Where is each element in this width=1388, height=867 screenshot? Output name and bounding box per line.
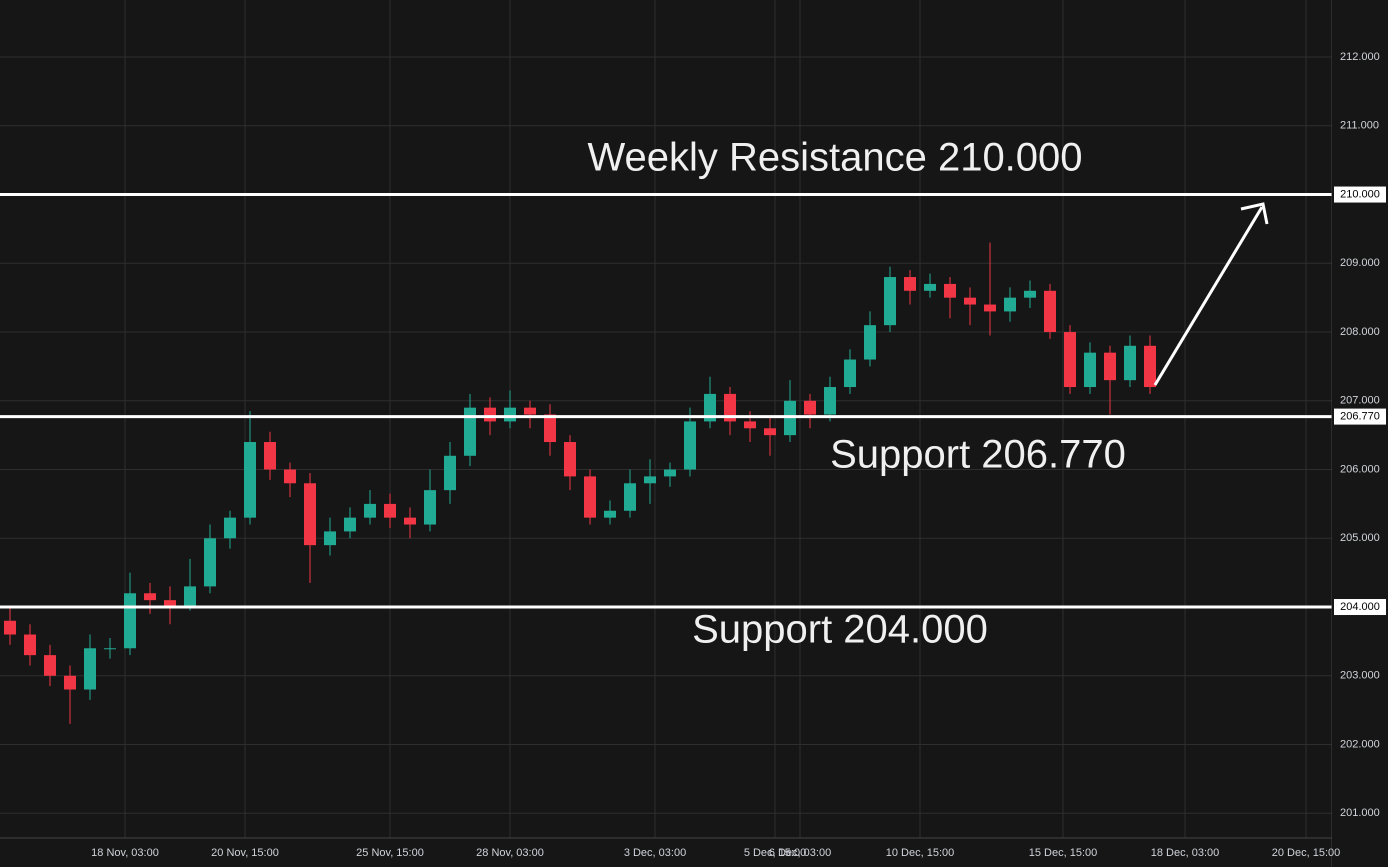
y-tick-label: 211.000 — [1340, 120, 1379, 132]
x-tick-label: 20 Nov, 15:00 — [211, 847, 279, 859]
candle-body — [164, 600, 176, 608]
level-label: 204.000 — [1340, 601, 1380, 613]
candle-body — [684, 421, 696, 470]
candle-body — [304, 483, 316, 546]
annotation: Support 206.770 — [830, 433, 1126, 477]
x-tick-label: 28 Nov, 03:00 — [476, 847, 544, 859]
x-tick-label: 25 Nov, 15:00 — [356, 847, 424, 859]
candle-body — [584, 476, 596, 518]
candle-body — [364, 503, 376, 518]
annotation: Support 204.000 — [692, 608, 988, 652]
candle-body — [64, 675, 76, 690]
x-tick-label: 10 Dec, 15:00 — [886, 847, 955, 859]
candle-body — [564, 442, 576, 477]
candle-body — [664, 469, 676, 477]
candle-body — [744, 421, 756, 429]
candle-body — [464, 407, 476, 456]
candle-body — [1044, 290, 1056, 333]
candle-body — [544, 414, 556, 443]
candle-body — [604, 510, 616, 518]
candle-body — [724, 393, 736, 422]
candle-body — [524, 407, 536, 415]
price-axis-panel — [1332, 0, 1388, 867]
candle-body — [1104, 352, 1116, 381]
candle-body — [184, 586, 196, 608]
arrow-head — [1240, 202, 1269, 225]
x-tick-label: 15 Dec, 15:00 — [1029, 847, 1098, 859]
x-tick-label: 18 Nov, 03:00 — [91, 847, 159, 859]
candle-body — [144, 593, 156, 601]
candle-body — [1084, 352, 1096, 388]
y-tick-label: 205.000 — [1340, 532, 1380, 544]
level-label: 210.000 — [1340, 188, 1380, 200]
candle-body — [964, 297, 976, 305]
x-tick-label: 18 Dec, 03:00 — [1151, 847, 1220, 859]
candle-body — [984, 304, 996, 312]
arrow-line — [1153, 206, 1264, 386]
candle-body — [284, 469, 296, 484]
candle-body — [864, 325, 876, 360]
candle-body — [424, 490, 436, 525]
x-tick-label: 20 Dec, 15:00 — [1272, 847, 1341, 859]
candle-body — [624, 483, 636, 511]
candle-body — [1144, 345, 1156, 388]
candle-body — [1024, 290, 1036, 298]
candle-body — [24, 634, 36, 656]
candle-body — [4, 620, 16, 635]
x-tick-label: 6 Dec, 03:00 — [769, 847, 831, 859]
level-label-box — [1334, 186, 1386, 203]
candle-body — [124, 593, 136, 649]
candle-body — [704, 393, 716, 422]
candle-body — [844, 359, 856, 388]
candle-body — [1124, 345, 1136, 381]
x-tick-label: 5 Dec, 15:00 — [744, 847, 806, 859]
candle-body — [824, 387, 836, 415]
y-tick-label: 208.000 — [1340, 326, 1380, 338]
x-tick-label: 3 Dec, 03:00 — [624, 847, 686, 859]
candle-body — [104, 648, 116, 650]
candle-body — [44, 655, 56, 676]
candle-body — [384, 503, 396, 518]
candle-body — [884, 277, 896, 326]
candle-body — [264, 442, 276, 470]
y-tick-label: 206.000 — [1340, 463, 1380, 475]
candle-body — [84, 648, 96, 690]
candle-body — [904, 277, 916, 291]
candle-body — [444, 455, 456, 491]
y-tick-label: 209.000 — [1340, 257, 1380, 269]
candle-body — [764, 428, 776, 436]
level-label-box — [1334, 599, 1386, 616]
candle-body — [1064, 332, 1076, 388]
candle-body — [944, 283, 956, 298]
candle-body — [644, 476, 656, 484]
candle-body — [344, 517, 356, 532]
y-tick-label: 207.000 — [1340, 395, 1380, 407]
candle-body — [324, 531, 336, 546]
candle-body — [244, 442, 256, 518]
y-tick-label: 212.000 — [1340, 51, 1380, 63]
y-tick-label: 203.000 — [1340, 670, 1380, 682]
level-label-box — [1334, 408, 1386, 425]
candle-body — [484, 407, 496, 422]
level-label: 206.770 — [1340, 411, 1380, 423]
y-tick-label: 202.000 — [1340, 738, 1380, 750]
candle-body — [924, 283, 936, 291]
candle-body — [204, 538, 216, 587]
candle-body — [224, 517, 236, 539]
candle-body — [404, 517, 416, 525]
candle-body — [1004, 297, 1016, 312]
y-tick-label: 201.000 — [1340, 807, 1380, 819]
candle-body — [804, 400, 816, 415]
candle-body — [504, 407, 516, 422]
annotation: Weekly Resistance 210.000 — [587, 136, 1082, 180]
